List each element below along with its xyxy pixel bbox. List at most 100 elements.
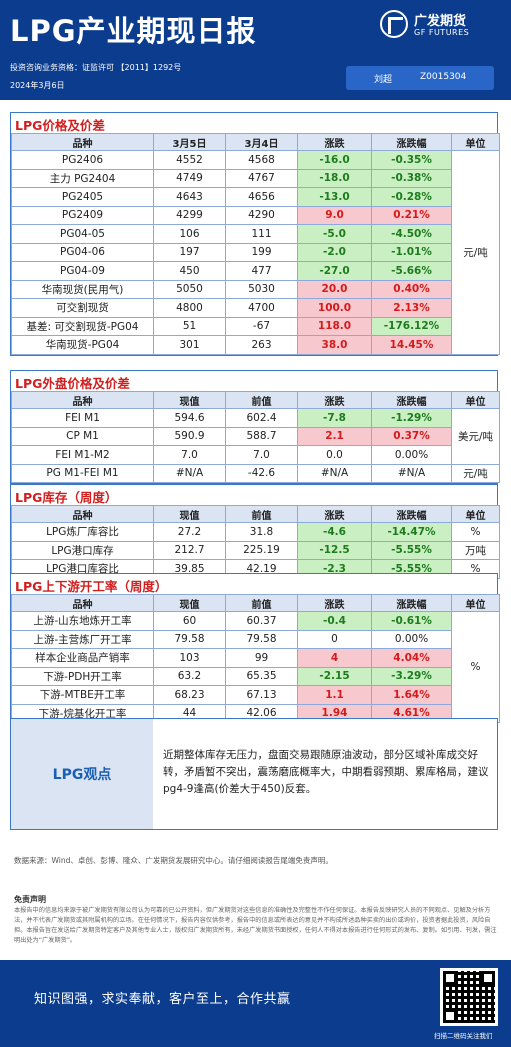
column-header: 现值 [153, 391, 226, 409]
current-value-cell: 79.58 [153, 629, 226, 649]
current-value-cell: 4643 [153, 187, 226, 207]
row-name-cell: 华南现货-PG04 [11, 335, 154, 355]
current-value-cell: 51 [153, 316, 226, 336]
view-label: LPG观点 [11, 719, 153, 829]
change-pct-cell: -176.12% [371, 316, 452, 336]
unit-cell: % [451, 522, 500, 542]
change-cell: -7.8 [297, 408, 372, 428]
previous-value-cell: 5030 [225, 279, 298, 299]
row-name-cell: PG04-09 [11, 261, 154, 281]
row-name-cell: CP M1 [11, 426, 154, 446]
report-header: LPG产业期现日报 广发期货 GF FUTURES 投资咨询业务资格：证监许可 … [0, 0, 511, 100]
column-header: 涨跌 [297, 133, 372, 151]
column-header: 涨跌幅 [371, 594, 452, 612]
current-value-cell: 4552 [153, 150, 226, 170]
previous-value-cell: 588.7 [225, 426, 298, 446]
row-name-cell: 主力 PG2404 [11, 168, 154, 188]
row-name-cell: 上游-山东地炼开工率 [11, 611, 154, 631]
previous-value-cell: -42.6 [225, 463, 298, 483]
column-header: 涨跌 [297, 505, 372, 523]
previous-value-cell: -67 [225, 316, 298, 336]
table-row: PG04-05 106 111 -5.0 -4.50% [11, 224, 500, 244]
change-pct-cell: 14.45% [371, 335, 452, 355]
previous-value-cell: 4568 [225, 150, 298, 170]
row-name-cell: LPG炼厂库容比 [11, 522, 154, 542]
table-row: LPG炼厂库容比 27.2 31.8 -4.6 -14.47%% [11, 522, 500, 542]
change-cell: -2.15 [297, 666, 372, 686]
column-header: 品种 [11, 391, 154, 409]
table-row: 可交割现货 4800 4700 100.0 2.13% [11, 298, 500, 318]
change-pct-cell: -1.29% [371, 408, 452, 428]
current-value-cell: 4299 [153, 205, 226, 225]
table-row: PG M1-FEI M1 #N/A -42.6 #N/A #N/A 元/吨 [11, 463, 500, 483]
table-row: 下游-MTBE开工率 68.23 67.13 1.1 1.64% [11, 685, 500, 705]
change-pct-cell: 0.40% [371, 279, 452, 299]
change-cell: -27.0 [297, 261, 372, 281]
change-pct-cell: -1.01% [371, 242, 452, 262]
row-name-cell: PG04-06 [11, 242, 154, 262]
column-header: 单位 [451, 505, 500, 523]
unit-cell: % [451, 611, 500, 723]
change-pct-cell: -14.47% [371, 522, 452, 542]
current-value-cell: 594.6 [153, 408, 226, 428]
current-value-cell: 450 [153, 261, 226, 281]
table-row: 上游-山东地炼开工率 60 60.37 -0.4 -0.61%% [11, 611, 500, 723]
current-value-cell: 27.2 [153, 522, 226, 542]
change-pct-cell: 0.00% [371, 629, 452, 649]
table-row: PG2405 4643 4656 -13.0 -0.28% [11, 187, 500, 207]
change-cell: -0.4 [297, 611, 372, 631]
table-row: FEI M1-M2 7.0 7.0 0.0 0.00% [11, 445, 500, 465]
change-pct-cell: 0.37% [371, 426, 452, 446]
column-header: 单位 [451, 594, 500, 612]
table-header-row: 品种 现值 前值 涨跌 涨跌幅 单位 [11, 505, 500, 523]
table-row: PG04-06 197 199 -2.0 -1.01% [11, 242, 500, 262]
current-value-cell: 60 [153, 611, 226, 631]
qr-code-icon [440, 968, 498, 1026]
change-pct-cell: -0.61% [371, 611, 452, 631]
company-logo: 广发期货 GF FUTURES [380, 10, 500, 44]
change-cell: 118.0 [297, 316, 372, 336]
table-row: 基差: 可交割现货-PG04 51 -67 118.0 -176.12% [11, 316, 500, 336]
current-value-cell: 103 [153, 648, 226, 668]
change-pct-cell: 2.13% [371, 298, 452, 318]
column-header: 前值 [225, 594, 298, 612]
operation-section: LPG上下游开工率（周度） 品种 现值 前值 涨跌 涨跌幅 单位 上游-山东地炼开工率 60… [10, 573, 500, 724]
row-name-cell: PG04-05 [11, 224, 154, 244]
previous-value-cell: 99 [225, 648, 298, 668]
column-header: 现值 [153, 594, 226, 612]
change-pct-cell: -0.28% [371, 187, 452, 207]
view-box: LPG观点 近期整体库存无压力，盘面交易跟随原油波动，部分区域补库成交好转，矛盾… [10, 718, 498, 830]
table-row: 华南现货-PG04 301 263 38.0 14.45% [11, 335, 500, 355]
disclaimer-title: 免责声明 [14, 895, 46, 904]
table-row: 样本企业商品产销率 103 99 4 4.04% [11, 648, 500, 668]
previous-value-cell: 7.0 [225, 445, 298, 465]
footer: 知识图强，求实奉献，客户至上，合作共赢 扫描二维码关注我们 [0, 960, 511, 1047]
row-name-cell: 华南现货(民用气) [11, 279, 154, 299]
unit-cell: 万吨 [451, 540, 500, 560]
row-name-cell: 上游-主营炼厂开工率 [11, 629, 154, 649]
row-name-cell: LPG港口库存 [11, 540, 154, 560]
change-cell: -12.5 [297, 540, 372, 560]
qr-caption: 扫描二维码关注我们 [434, 1032, 493, 1040]
table-row: 华南现货(民用气) 5050 5030 20.0 0.40% [11, 279, 500, 299]
row-name-cell: FEI M1 [11, 408, 154, 428]
change-pct-cell: -4.50% [371, 224, 452, 244]
change-pct-cell: 0.00% [371, 445, 452, 465]
previous-value-cell: 225.19 [225, 540, 298, 560]
current-value-cell: 197 [153, 242, 226, 262]
change-cell: 0 [297, 629, 372, 649]
column-header: 涨跌幅 [371, 391, 452, 409]
change-pct-cell: 4.04% [371, 648, 452, 668]
row-name-cell: PG2406 [11, 150, 154, 170]
change-pct-cell: -0.38% [371, 168, 452, 188]
gf-logo-icon [380, 10, 408, 38]
footer-motto: 知识图强，求实奉献，客户至上，合作共赢 [34, 992, 291, 1007]
change-cell: -2.0 [297, 242, 372, 262]
current-value-cell: 5050 [153, 279, 226, 299]
column-header: 涨跌幅 [371, 133, 452, 151]
change-cell: 20.0 [297, 279, 372, 299]
row-name-cell: 下游-MTBE开工率 [11, 685, 154, 705]
table-header-row: 品种 3月5日 3月4日 涨跌 涨跌幅 单位 [11, 133, 500, 151]
current-value-cell: 7.0 [153, 445, 226, 465]
change-cell: -4.6 [297, 522, 372, 542]
